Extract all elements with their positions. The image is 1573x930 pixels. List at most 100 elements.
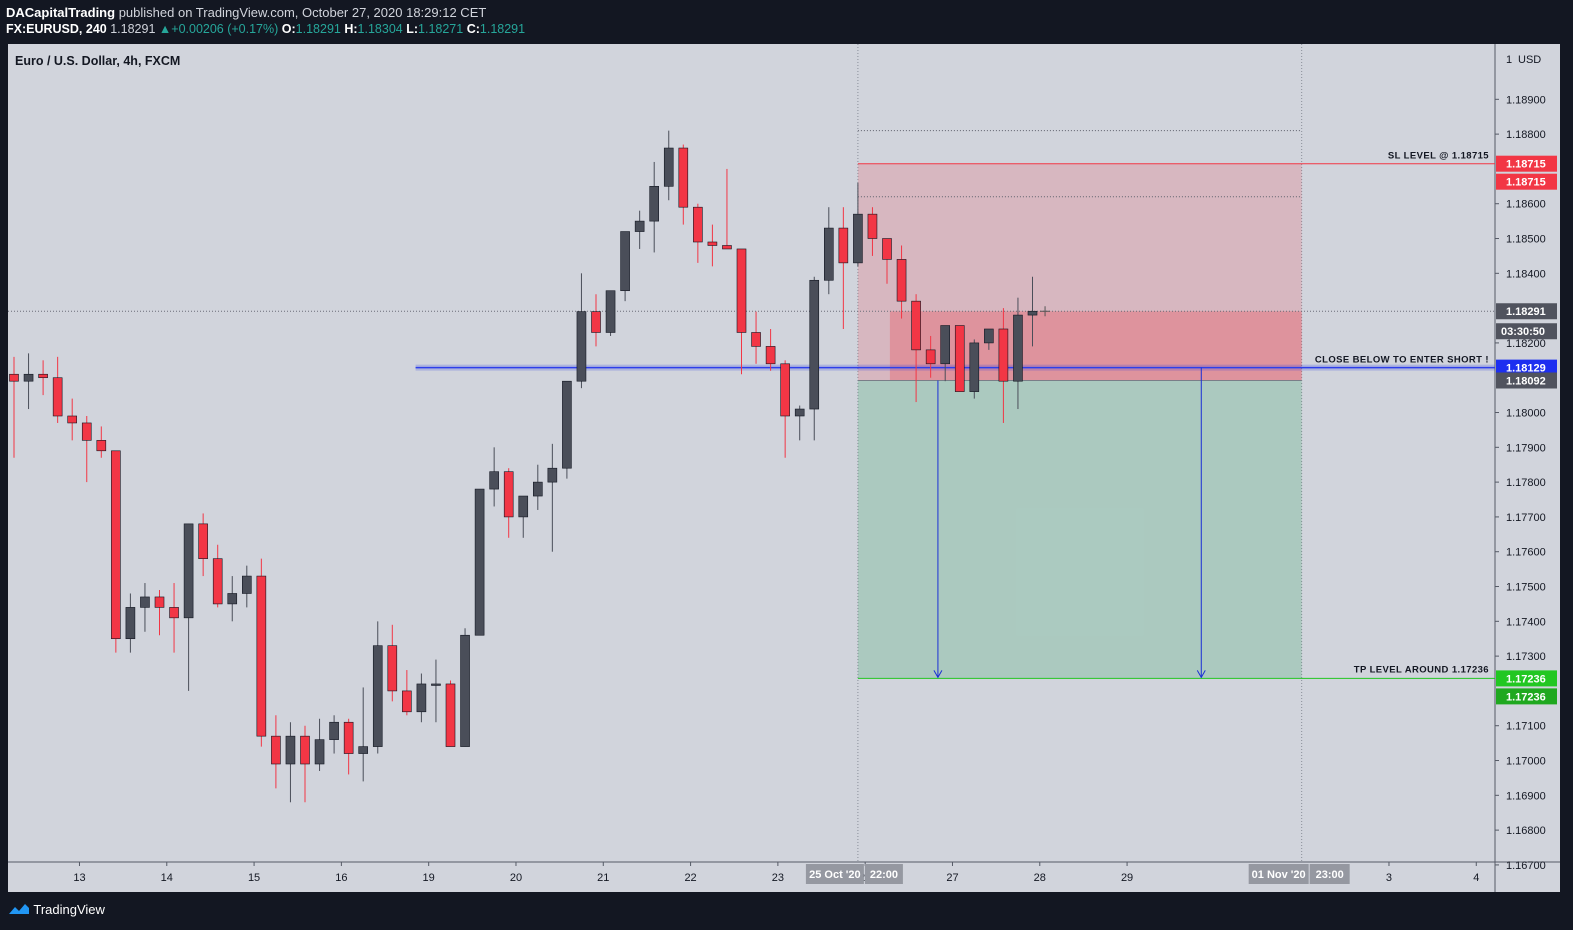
candle-body[interactable] (227, 593, 238, 605)
take-profit-zone[interactable] (857, 380, 1302, 679)
candle-body[interactable] (605, 290, 616, 333)
tp-price-badge-bg[interactable] (1496, 670, 1557, 687)
candle-body[interactable] (736, 248, 747, 333)
current-price-badge: 1.18291 (1506, 306, 1546, 318)
candle-body[interactable] (111, 450, 121, 640)
candle-body[interactable] (503, 471, 514, 518)
candle-body[interactable] (212, 558, 223, 605)
candle-body[interactable] (460, 634, 470, 747)
candle-body[interactable] (532, 481, 543, 497)
candle-body[interactable] (634, 220, 645, 232)
header-bar: DACapitalTrading published on TradingVie… (0, 0, 1573, 44)
candle-body[interactable] (1027, 310, 1038, 316)
publish-info: DACapitalTrading published on TradingVie… (6, 5, 486, 20)
candle-body[interactable] (896, 259, 907, 302)
candle-body[interactable] (67, 415, 77, 424)
candle-body[interactable] (984, 328, 994, 344)
end-time-badge: 23:00 (1316, 869, 1344, 881)
sl-price-badge-bg[interactable] (1496, 155, 1557, 172)
candle-body[interactable] (780, 363, 790, 417)
sl-price-badge: 1.18715 (1506, 159, 1546, 171)
candle-body[interactable] (81, 422, 92, 441)
candle-body[interactable] (96, 440, 107, 452)
candle-body[interactable] (489, 471, 499, 490)
candle-body[interactable] (154, 596, 165, 608)
candle-body[interactable] (416, 683, 427, 713)
tp-price-badge-2-bg[interactable] (1496, 688, 1557, 705)
candle-body[interactable] (242, 575, 252, 594)
price-tick-label: 1.17300 (1506, 651, 1546, 663)
symbol[interactable]: FX:EURUSD, 240 (6, 22, 107, 36)
candle-body[interactable] (23, 373, 34, 382)
candle-body[interactable] (271, 735, 281, 765)
candle-body[interactable] (140, 596, 150, 608)
entry-price-badge-bg[interactable] (1496, 372, 1557, 389)
candle-body[interactable] (518, 495, 529, 518)
publisher-name[interactable]: DACapitalTrading (6, 5, 116, 20)
candle-body[interactable] (445, 683, 456, 747)
candle-body[interactable] (358, 746, 369, 754)
candle-body[interactable] (678, 147, 689, 208)
price-change: +0.00206 (+0.17%) (171, 22, 279, 36)
candle-body[interactable] (402, 690, 412, 713)
candle-body[interactable] (620, 231, 630, 292)
candle-body[interactable] (329, 721, 339, 740)
candle-body[interactable] (256, 575, 267, 737)
candle-body[interactable] (998, 328, 1009, 382)
candle-body[interactable] (940, 325, 951, 365)
price-tick-label: 1.17700 (1506, 512, 1546, 524)
candle-body[interactable] (183, 523, 194, 619)
stop-loss-zone[interactable] (857, 163, 1302, 381)
candle-body[interactable] (925, 349, 936, 365)
candle-body[interactable] (198, 523, 208, 559)
candle-body[interactable] (838, 227, 849, 264)
candle-body[interactable] (474, 488, 485, 636)
candle-body[interactable] (911, 300, 921, 351)
price-tick-label: 1.18500 (1506, 234, 1546, 246)
candle-body[interactable] (882, 238, 892, 260)
last-price: 1.18291 (110, 22, 156, 36)
candle-body[interactable] (722, 245, 732, 250)
candle-body[interactable] (853, 213, 863, 264)
candle-body[interactable] (169, 607, 179, 619)
candle-body[interactable] (765, 346, 776, 365)
candle-body[interactable] (954, 325, 965, 392)
candle-body[interactable] (809, 279, 820, 410)
candle-body[interactable] (1013, 314, 1023, 382)
plot-area[interactable] (8, 44, 1495, 862)
candle-body[interactable] (343, 721, 354, 754)
candle-body[interactable] (649, 186, 660, 222)
candle-body[interactable] (707, 241, 718, 246)
candle-body[interactable] (372, 645, 383, 747)
candle-body[interactable] (823, 227, 834, 281)
candle-body[interactable] (576, 311, 587, 382)
candle-body[interactable] (314, 739, 325, 765)
candle-body[interactable] (547, 467, 558, 483)
candle-body[interactable] (693, 206, 703, 243)
start-time-badge: 22:00 (870, 869, 898, 881)
candle-body[interactable] (794, 408, 805, 417)
candle-body[interactable] (751, 332, 761, 347)
current-price-badge-bg[interactable] (1496, 303, 1557, 320)
candle-body[interactable] (562, 380, 572, 469)
candle-body[interactable] (663, 147, 674, 187)
candle-body[interactable] (125, 607, 136, 640)
end-time-badge-bg (1309, 864, 1350, 884)
candle-body[interactable] (591, 311, 601, 333)
tradingview-brand[interactable]: TradingView (8, 902, 105, 917)
candle-body[interactable] (431, 683, 441, 686)
candle-body[interactable] (300, 735, 310, 765)
candle-body[interactable] (38, 373, 48, 379)
candle-body[interactable] (867, 213, 878, 239)
entry-level-badge-bg[interactable] (1496, 359, 1557, 376)
candle-body[interactable] (387, 645, 398, 692)
candle-body[interactable] (52, 377, 63, 417)
sl-price-badge-2-bg[interactable] (1496, 173, 1557, 190)
chart-title: Euro / U.S. Dollar, 4h, FXCM (15, 54, 180, 68)
candle-body[interactable] (9, 373, 19, 382)
candle-body[interactable] (285, 735, 296, 765)
candle-body[interactable] (969, 342, 980, 392)
currency-label: USD (1518, 54, 1541, 66)
arrow-down-icon (933, 670, 943, 679)
